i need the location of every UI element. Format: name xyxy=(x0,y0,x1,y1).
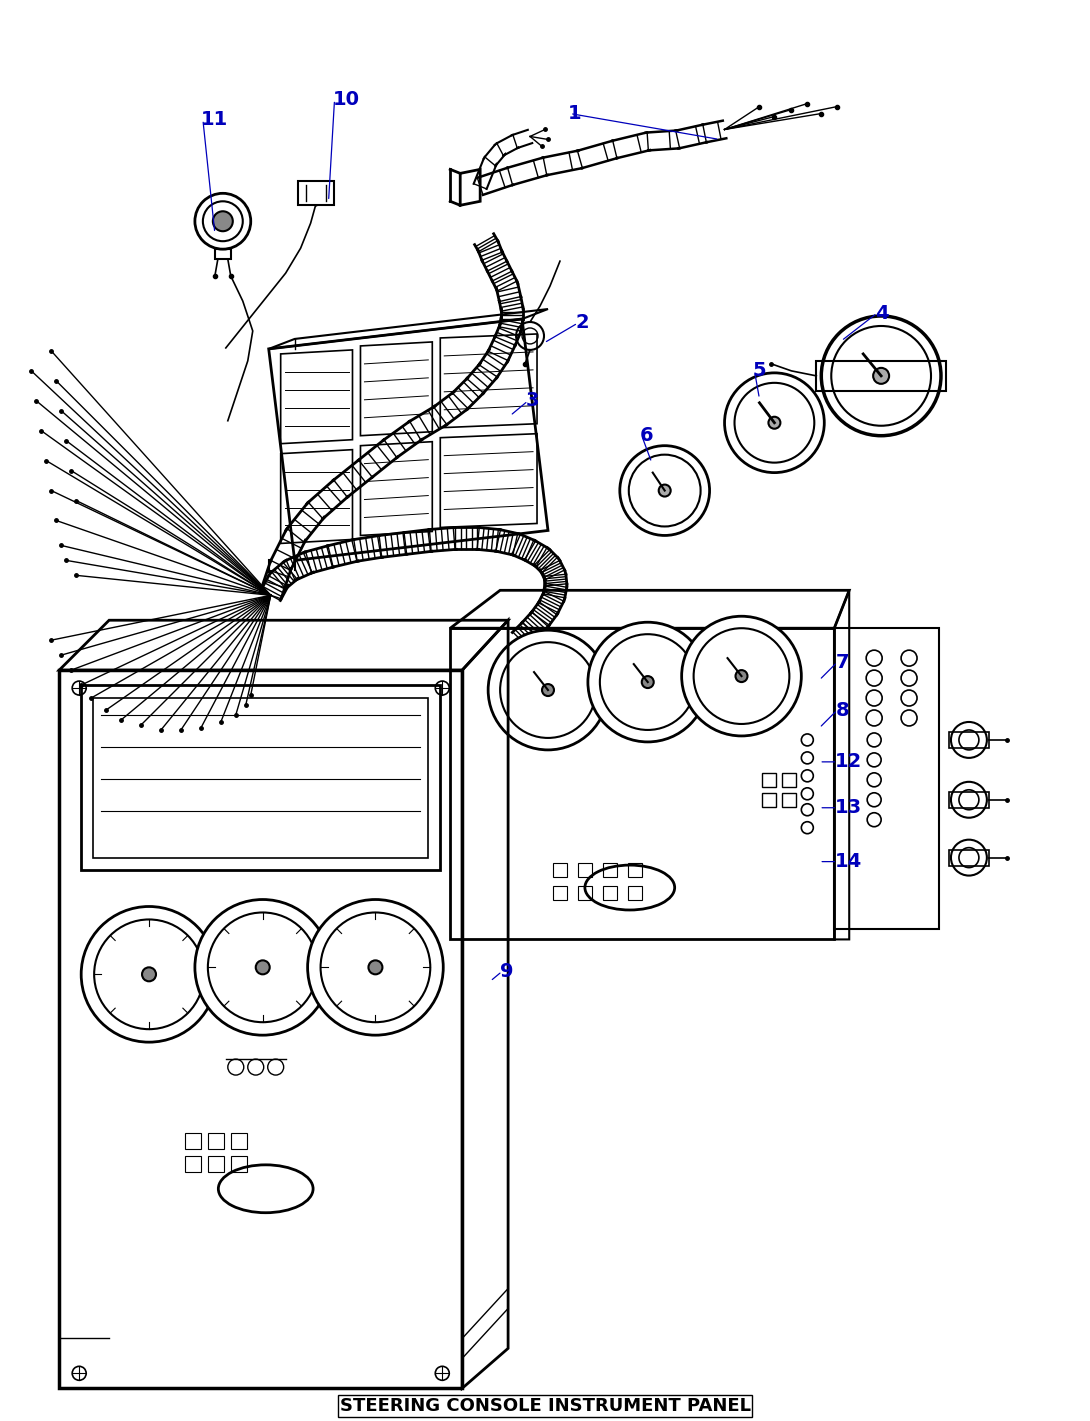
Text: 12: 12 xyxy=(835,752,862,772)
Circle shape xyxy=(307,899,444,1034)
Circle shape xyxy=(821,315,941,436)
Circle shape xyxy=(736,671,748,682)
Text: 5: 5 xyxy=(752,361,766,381)
Circle shape xyxy=(256,961,269,975)
Circle shape xyxy=(620,446,710,536)
Text: 9: 9 xyxy=(500,962,513,980)
Circle shape xyxy=(213,212,233,232)
Circle shape xyxy=(588,622,707,742)
Circle shape xyxy=(768,416,780,429)
Circle shape xyxy=(142,968,156,982)
Circle shape xyxy=(642,676,654,688)
Text: STEERING CONSOLE INSTRUMENT PANEL: STEERING CONSOLE INSTRUMENT PANEL xyxy=(339,1397,751,1415)
Text: 1: 1 xyxy=(568,104,582,124)
Text: 10: 10 xyxy=(332,90,360,109)
Circle shape xyxy=(681,617,801,736)
Text: 11: 11 xyxy=(201,109,228,129)
Text: 3: 3 xyxy=(526,391,540,411)
Text: 6: 6 xyxy=(640,426,653,445)
Text: 13: 13 xyxy=(835,799,862,817)
Circle shape xyxy=(658,485,670,496)
Circle shape xyxy=(725,372,824,473)
Text: 2: 2 xyxy=(576,314,590,333)
Text: 7: 7 xyxy=(835,652,849,672)
Text: 8: 8 xyxy=(835,701,849,719)
Circle shape xyxy=(542,684,554,696)
Circle shape xyxy=(488,630,608,750)
Text: 14: 14 xyxy=(835,853,862,871)
Circle shape xyxy=(368,961,383,975)
Circle shape xyxy=(195,899,330,1034)
Text: 4: 4 xyxy=(875,304,888,323)
Circle shape xyxy=(81,907,217,1042)
Circle shape xyxy=(873,368,889,384)
